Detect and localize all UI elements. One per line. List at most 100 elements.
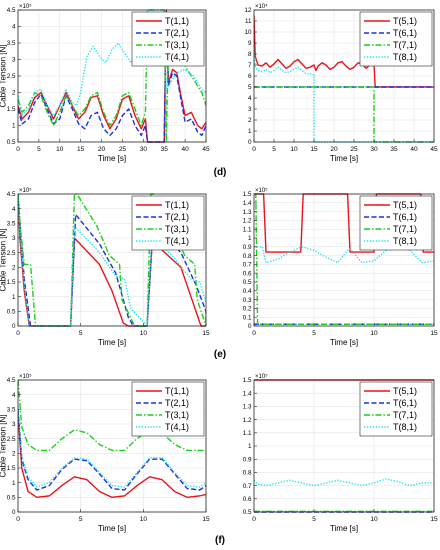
chart-f-right-legend-label-3: T(7,1)	[393, 410, 417, 420]
chart-e-left-ylabel: Cable Tension [N]	[0, 229, 8, 292]
chart-f-left-multiplier: ×10⁵	[19, 373, 32, 380]
chart-d-right-xtick-label-1: 5	[272, 146, 276, 153]
chart-e-right-xtick-label-0: 0	[252, 330, 256, 337]
chart-d-left: 0 5 10 15 20 25 30 35 40 45 0.5 1 1.5 2 2.5 3 3.5 4 4.5×10…	[0, 3, 210, 163]
chart-e-left-legend-label-2: T(2,1)	[165, 212, 189, 222]
chart-f-left-xtick-label-0: 0	[16, 516, 20, 523]
chart-d-left-ylabel: Cable Tension [N]	[0, 45, 8, 108]
chart-d-right-xtick-label-5: 25	[350, 146, 358, 153]
chart-f-left-series-line-3	[18, 379, 206, 452]
chart-d-right-legend-label-4: T(8,1)	[393, 52, 417, 62]
chart-e-left: 0 5 10 15 0 0.5 1 1.5 2 2.5 3 3.5 4 4.5×10⁵ Time [s] Ca…	[0, 187, 210, 347]
chart-f-left-series-line-1	[18, 412, 206, 499]
chart-f-left-ytick-label-6: 3	[12, 421, 16, 428]
chart-e-right-xtick-label-1: 5	[312, 330, 316, 337]
chart-d-left-ytick-label-4: 2.5	[7, 73, 16, 80]
chart-d-right-ytick-label-1: 1	[248, 128, 252, 135]
chart-e-left-ytick-label-0: 0	[12, 323, 16, 330]
chart-f-right-ytick-label-6: 1.1	[243, 430, 252, 437]
panel-label-f: (f)	[215, 535, 225, 546]
chart-d-right-ytick-label-4: 4	[248, 95, 252, 102]
chart-e-right-multiplier: ×10⁵	[255, 187, 268, 194]
chart-d-left-xtick-label-8: 40	[181, 146, 189, 153]
chart-f-right-ytick-label-1: 0.6	[243, 496, 252, 503]
chart-d-right-xtick-label-3: 15	[310, 146, 318, 153]
chart-e-left-ytick-label-9: 4.5	[7, 191, 16, 198]
chart-d-left-legend: T(1,1) T(2,1) T(3,1) T(4,1)	[131, 11, 205, 67]
chart-d-right-ytick-label-9: 9	[248, 40, 252, 47]
chart-e-left-legend-label-3: T(3,1)	[165, 224, 189, 234]
chart-f-right-legend-label-2: T(6,1)	[393, 398, 417, 408]
chart-d-left-xtick-label-7: 35	[161, 146, 169, 153]
chart-d-left-xtick-label-6: 30	[140, 146, 148, 153]
panel-label-d: (d)	[214, 167, 227, 178]
chart-d-left-xtick-label-5: 25	[119, 146, 127, 153]
chart-e-right-ytick-label-0: 0	[248, 323, 252, 330]
chart-f-left-axes-box	[17, 379, 207, 513]
chart-f-right-ytick-label-9: 1.4	[243, 390, 252, 397]
chart-e-right-legend-label-1: T(5,1)	[393, 200, 417, 210]
chart-f-right-xlabel: Time [s]	[330, 524, 358, 533]
chart-d-right-ytick-label-6: 6	[248, 73, 252, 80]
chart-d-right-ytick-label-3: 3	[248, 106, 252, 113]
chart-e-left-series-line-3	[18, 193, 206, 327]
chart-e-left-axes-box	[17, 193, 207, 327]
chart-e-right-legend-label-4: T(8,1)	[393, 236, 417, 246]
chart-d-left-ytick-label-7: 4	[12, 24, 16, 31]
chart-e-right-legend-label-3: T(7,1)	[393, 224, 417, 234]
chart-e-left-legend-label-4: T(4,1)	[165, 236, 189, 246]
chart-d-left-ytick-label-1: 1	[12, 123, 16, 130]
chart-f-right-ytick-label-4: 0.9	[243, 456, 252, 463]
chart-f-left-series	[18, 379, 206, 499]
chart-e-right: 0 5 10 1500.10.20.30.40.50.60.70.80.911.11.…	[243, 187, 438, 347]
chart-e-right-ytick-label-14: 1.4	[243, 200, 252, 207]
chart-d-right-xtick-label-0: 0	[252, 146, 256, 153]
chart-f-right-ytick-label-2: 0.7	[243, 483, 252, 490]
chart-f-right: 0 5 10 15 0.5 0.6 0.7 0.8 0.9 1 1.1 1.2 1.3 1.4 1.5×10…	[243, 373, 438, 533]
chart-f-left: 0 5 10 15 0 0.5 1 1.5 2 2.5 3 3.5 4 4.5×10⁵ Time [s] Ca…	[0, 373, 210, 533]
chart-f-right-legend: T(5,1) T(6,1) T(7,1) T(8,1)	[359, 381, 433, 437]
chart-e-right-ytick-label-9: 0.9	[243, 244, 252, 251]
chart-e-right-ytick-label-10: 1	[248, 235, 252, 242]
chart-e-left-multiplier: ×10⁵	[19, 187, 32, 194]
chart-f-right-ytick-label-7: 1.2	[243, 417, 252, 424]
chart-f-left-ytick-label-7: 3.5	[7, 407, 16, 414]
chart-f-left-legend-label-3: T(3,1)	[165, 410, 189, 420]
chart-f-right-ytick-label-3: 0.8	[243, 470, 252, 477]
chart-f-left-legend-label-2: T(2,1)	[165, 398, 189, 408]
chart-d-right-ytick-label-2: 2	[248, 117, 252, 124]
chart-e-left-ytick-label-5: 2.5	[7, 250, 16, 257]
chart-e-left-series-line-4	[18, 193, 206, 327]
chart-e-right-ytick-label-3: 0.3	[243, 297, 252, 304]
chart-f-left-ytick-label-9: 4.5	[7, 377, 16, 384]
chart-d-left-xtick-label-3: 15	[77, 146, 85, 153]
chart-e-left-ytick-label-7: 3.5	[7, 221, 16, 228]
chart-d-left-ytick-label-2: 1.5	[7, 106, 16, 113]
chart-e-right-ytick-label-12: 1.2	[243, 218, 252, 225]
chart-f-right-xtick-label-1: 5	[312, 516, 316, 523]
chart-f-left-legend: T(1,1) T(2,1) T(3,1) T(4,1)	[131, 381, 205, 437]
chart-f-left-ytick-label-3: 1.5	[7, 465, 16, 472]
chart-f-left-ytick-label-5: 2.5	[7, 436, 16, 443]
chart-d-left-xtick-label-0: 0	[16, 146, 20, 153]
chart-d-right-xtick-label-6: 30	[370, 146, 378, 153]
chart-d-right-xtick-label-4: 20	[330, 146, 338, 153]
chart-d-left-xlabel: Time [s]	[98, 154, 126, 163]
chart-d-left-series-line-4	[18, 9, 206, 117]
chart-d-right-xtick-label-7: 35	[390, 146, 398, 153]
chart-e-right-ytick-label-13: 1.3	[243, 209, 252, 216]
chart-f-right-legend-label-4: T(8,1)	[393, 422, 417, 432]
chart-f-left-xlabel: Time [s]	[98, 524, 126, 533]
chart-e-left-legend: T(1,1) T(2,1) T(3,1) T(4,1)	[131, 195, 205, 251]
chart-d-right-ytick-label-11: 11	[245, 18, 252, 25]
chart-e-left-legend-label-1: T(1,1)	[165, 200, 189, 210]
chart-d-right-multiplier: ×10⁴	[255, 3, 268, 10]
chart-d-left-legend-label-1: T(1,1)	[165, 16, 189, 26]
chart-d-right-xlabel: Time [s]	[330, 154, 358, 163]
chart-e-left-xtick-label-3: 15	[202, 330, 210, 337]
chart-e-right-series-line-4	[254, 244, 434, 264]
chart-d-left-xtick-label-4: 20	[98, 146, 106, 153]
chart-e-left-xtick-label-2: 10	[140, 330, 148, 337]
chart-e-left-ytick-label-3: 1.5	[7, 279, 16, 286]
chart-e-right-ytick-label-11: 1.1	[243, 226, 252, 233]
